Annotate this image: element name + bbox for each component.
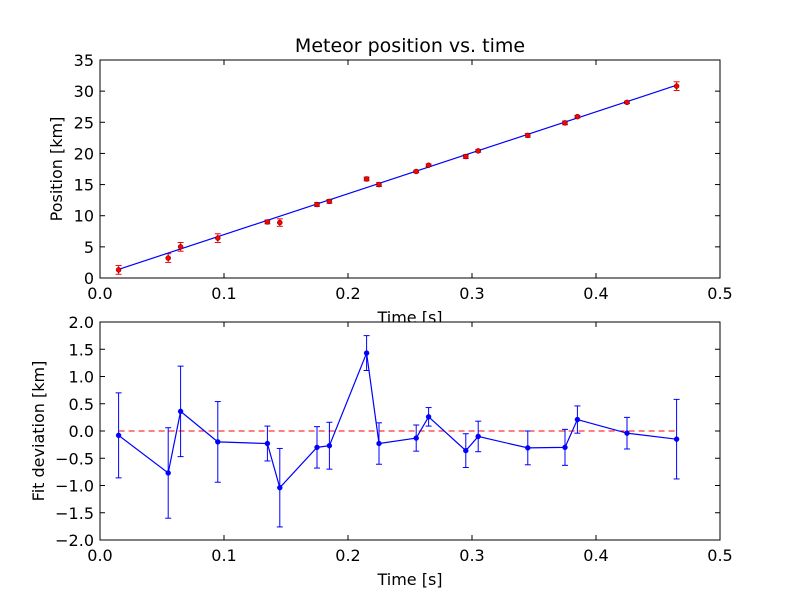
position-chart-xtick-label: 0.4 <box>583 284 608 303</box>
position-point <box>115 267 122 273</box>
deviation-point <box>215 439 221 445</box>
deviation-point <box>115 432 122 439</box>
position-chart-ytick-label: 10 <box>74 207 94 226</box>
position-point <box>413 168 419 175</box>
position-point <box>264 219 271 225</box>
deviation-chart-xtick-label: 0.0 <box>87 546 112 565</box>
deviation-point <box>562 444 568 451</box>
deviation-point <box>165 470 171 476</box>
deviation-chart-marks <box>115 335 680 528</box>
position-chart-title: Meteor position vs. time <box>295 35 525 57</box>
deviation-chart-ytick-label: 1.5 <box>69 340 94 359</box>
deviation-point <box>264 440 271 447</box>
deviation-chart: 0.0 0.1 0.2 0.3 0.4 0.5 −2.0 −1.5 −1.0 −0.5 0.0 0.5… <box>29 313 733 589</box>
deviation-chart-xtick-label: 0.3 <box>459 546 484 565</box>
deviation-chart-ytick-label: 2.0 <box>69 313 94 332</box>
position-point <box>425 162 432 168</box>
position-chart-ytick-label: 30 <box>74 82 94 101</box>
position-point <box>525 132 531 139</box>
deviation-chart-ytick-label: −1.5 <box>55 504 94 523</box>
deviation-chart-ytick-label: 0.5 <box>69 395 94 414</box>
deviation-chart-ticks: 0.0 0.1 0.2 0.3 0.4 0.5 −2.0 −1.5 −1.0 −0.5 0.0 0.5… <box>55 313 733 565</box>
deviation-chart-xtick-label: 0.2 <box>335 546 360 565</box>
position-chart: 0.0 0.1 0.2 0.3 0.4 0.5 0 5 10 15 20 25 30 35 Meteor … <box>47 35 733 327</box>
deviation-chart-xtick-label: 0.1 <box>211 546 236 565</box>
position-point <box>376 181 382 188</box>
deviation-point <box>413 435 419 441</box>
position-point <box>277 219 283 226</box>
deviation-point <box>326 443 333 449</box>
position-point <box>165 255 171 261</box>
deviation-chart-xtick-label: 0.4 <box>583 546 608 565</box>
deviation-point <box>624 430 630 436</box>
position-point <box>326 198 333 205</box>
position-chart-ticks: 0.0 0.1 0.2 0.3 0.4 0.5 0 5 10 15 20 25 30 35 <box>74 51 733 303</box>
deviation-point <box>277 484 283 491</box>
position-chart-xtick-label: 0.2 <box>335 284 360 303</box>
position-chart-ytick-label: 35 <box>74 51 94 70</box>
position-chart-ytick-label: 25 <box>74 113 94 132</box>
position-point <box>363 176 370 182</box>
deviation-point <box>425 414 432 420</box>
position-point <box>475 148 481 154</box>
position-point <box>463 153 469 160</box>
position-chart-xtick-label: 0.0 <box>87 284 112 303</box>
position-chart-ylabel: Position [km] <box>47 117 66 222</box>
position-point <box>624 99 630 106</box>
position-point <box>177 244 184 250</box>
deviation-chart-ytick-label: 1.0 <box>69 368 94 387</box>
deviation-point <box>376 440 382 447</box>
position-point <box>574 113 581 120</box>
position-chart-xtick-label: 0.5 <box>707 284 732 303</box>
position-point <box>215 235 221 241</box>
deviation-chart-xlabel: Time [s] <box>376 570 442 589</box>
position-chart-ytick-label: 20 <box>74 144 94 163</box>
deviation-chart-ytick-label: −0.5 <box>55 449 94 468</box>
position-chart-ytick-label: 15 <box>74 176 94 195</box>
fit-line <box>118 84 677 270</box>
deviation-chart-ytick-label: −1.0 <box>55 477 94 496</box>
position-chart-ytick-label: 0 <box>84 269 94 288</box>
deviation-chart-ylabel: Fit deviation [km] <box>29 361 48 502</box>
deviation-point <box>525 445 531 451</box>
deviation-point <box>475 433 481 440</box>
position-chart-marks <box>115 81 680 275</box>
position-point <box>314 201 320 208</box>
deviation-point <box>673 436 680 442</box>
position-point <box>673 83 680 89</box>
position-chart-ytick-label: 5 <box>84 238 94 257</box>
position-chart-xtick-label: 0.1 <box>211 284 236 303</box>
deviation-chart-ytick-label: 0.0 <box>69 422 94 441</box>
deviation-chart-xtick-label: 0.5 <box>707 546 732 565</box>
deviation-point <box>463 447 469 454</box>
position-point <box>562 120 568 126</box>
deviation-point <box>177 408 184 415</box>
deviation-point <box>574 416 581 423</box>
deviation-point <box>363 350 370 356</box>
deviation-point <box>314 444 320 451</box>
deviation-chart-ytick-label: −2.0 <box>55 531 94 550</box>
position-chart-xtick-label: 0.3 <box>459 284 484 303</box>
